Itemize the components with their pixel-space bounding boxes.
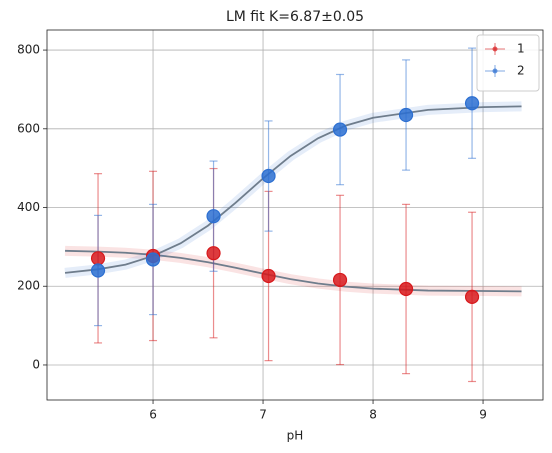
data-point: [261, 168, 276, 184]
data-point: [145, 252, 161, 267]
legend-label: 2: [517, 64, 525, 78]
data-point: [332, 122, 348, 137]
legend-label: 1: [517, 42, 525, 56]
data-point: [206, 246, 221, 261]
x-tick-label: 9: [479, 408, 487, 422]
data-point: [261, 268, 276, 284]
x-axis-label: pH: [287, 429, 304, 443]
data-point: [332, 272, 348, 288]
data-point: [90, 251, 106, 266]
legend-marker: [492, 68, 498, 74]
x-tick-label: 8: [369, 408, 377, 422]
x-tick-label: 6: [149, 408, 157, 422]
data-point: [90, 263, 106, 278]
legend-marker: [492, 46, 498, 52]
data-point: [206, 209, 221, 224]
y-tick-label: 400: [17, 200, 40, 214]
y-tick-label: 200: [17, 279, 40, 293]
chart-title: LM fit K=6.87±0.05: [226, 9, 364, 25]
y-tick-label: 600: [17, 121, 40, 135]
x-tick-label: 7: [259, 408, 267, 422]
y-tick-label: 0: [32, 357, 40, 371]
fit-band: [64, 101, 522, 278]
plot-frame: [46, 29, 544, 401]
data-point: [398, 107, 414, 123]
fit-line: [64, 105, 522, 274]
legend-box: [476, 34, 540, 92]
y-tick-label: 800: [17, 43, 40, 57]
data-point: [398, 281, 414, 297]
data-point: [464, 289, 480, 304]
data-point: [464, 96, 480, 111]
